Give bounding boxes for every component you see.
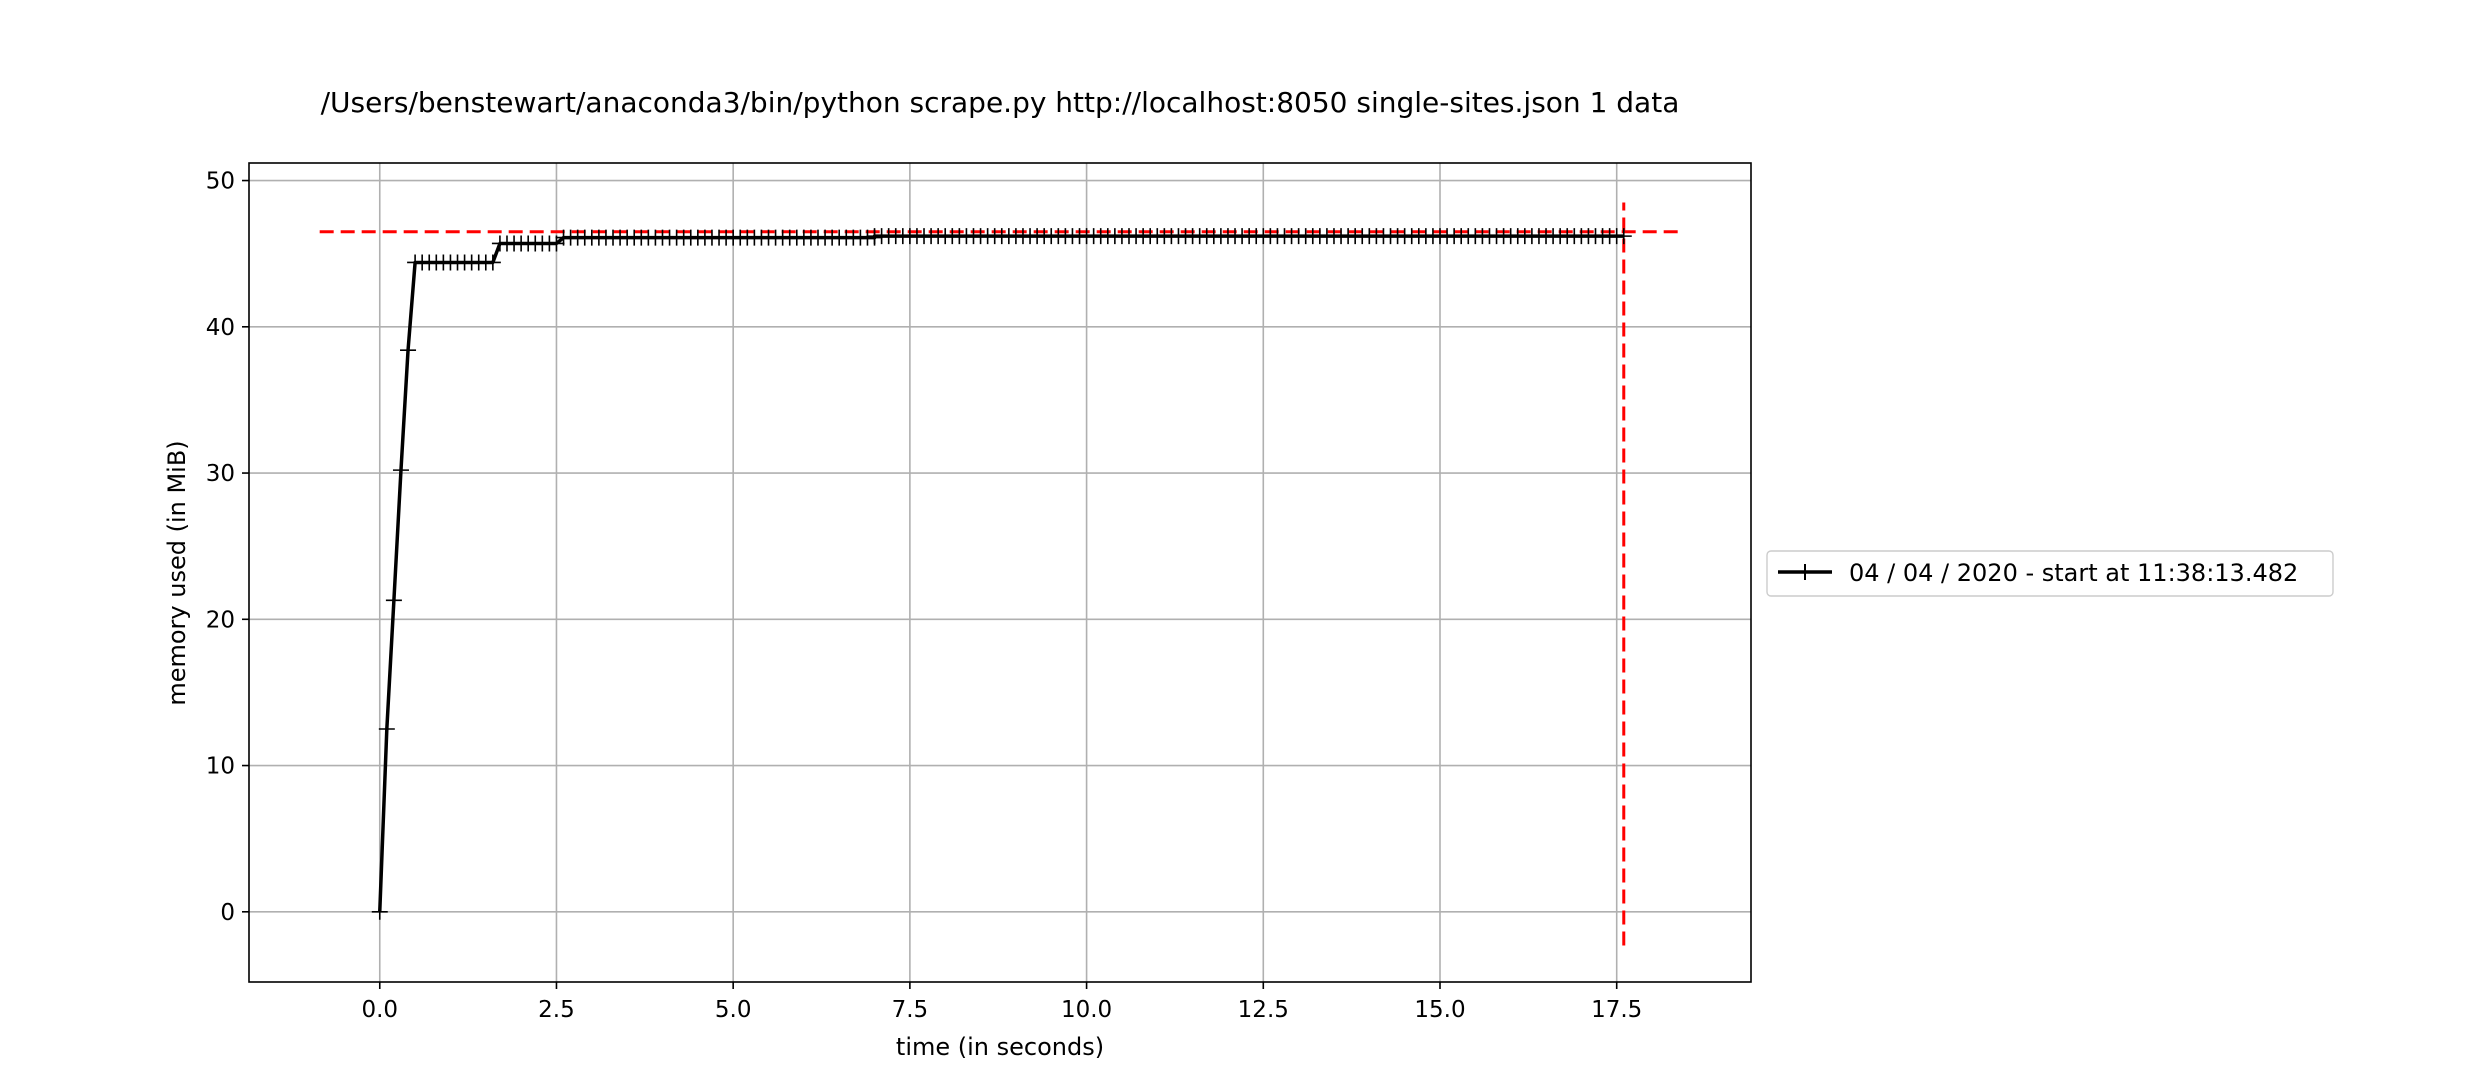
data-point-marker [1615, 228, 1632, 245]
y-tick-label: 30 [206, 461, 235, 487]
y-tick-label: 0 [220, 900, 235, 926]
legend: 04 / 04 / 2020 - start at 11:38:13.482 [1766, 550, 2334, 597]
ticks: 0.0 2.5 5.0 7.5 10.0 12.5 15.0 17.5 0 10 20 30 40 50 [206, 169, 1643, 1023]
reference-lines [319, 202, 1681, 946]
legend-frame [1766, 550, 2334, 597]
grid [249, 163, 1751, 982]
data-point-marker [385, 592, 402, 609]
x-tick-label: 10.0 [1061, 997, 1112, 1023]
data-point-marker [484, 254, 501, 271]
chart-title: /Users/benstewart/anaconda3/bin/python s… [321, 86, 1680, 119]
x-tick-label: 2.5 [538, 997, 575, 1023]
plot-frame [248, 162, 1752, 983]
data-point-marker [378, 720, 395, 737]
x-tick-label: 5.0 [715, 997, 752, 1023]
data-point-marker [371, 903, 388, 920]
data-point-marker [392, 462, 409, 479]
x-tick-label: 17.5 [1591, 997, 1642, 1023]
y-tick-label: 50 [206, 169, 235, 195]
series-layer [371, 228, 1632, 920]
x-tick-label: 0.0 [361, 997, 398, 1023]
data-point-marker [400, 342, 417, 359]
x-tick-label: 12.5 [1238, 997, 1289, 1023]
x-axis-label: time (in seconds) [896, 1033, 1104, 1061]
y-axis-label: memory used (in MiB) [163, 440, 191, 705]
legend-entry-label: 04 / 04 / 2020 - start at 11:38:13.482 [1849, 559, 2298, 587]
legend-marker-swatch [1797, 564, 1813, 580]
x-tick-label: 15.0 [1414, 997, 1465, 1023]
y-tick-label: 10 [206, 754, 235, 780]
y-tick-label: 20 [206, 607, 235, 633]
y-tick-label: 40 [206, 315, 235, 341]
x-tick-label: 7.5 [892, 997, 929, 1023]
